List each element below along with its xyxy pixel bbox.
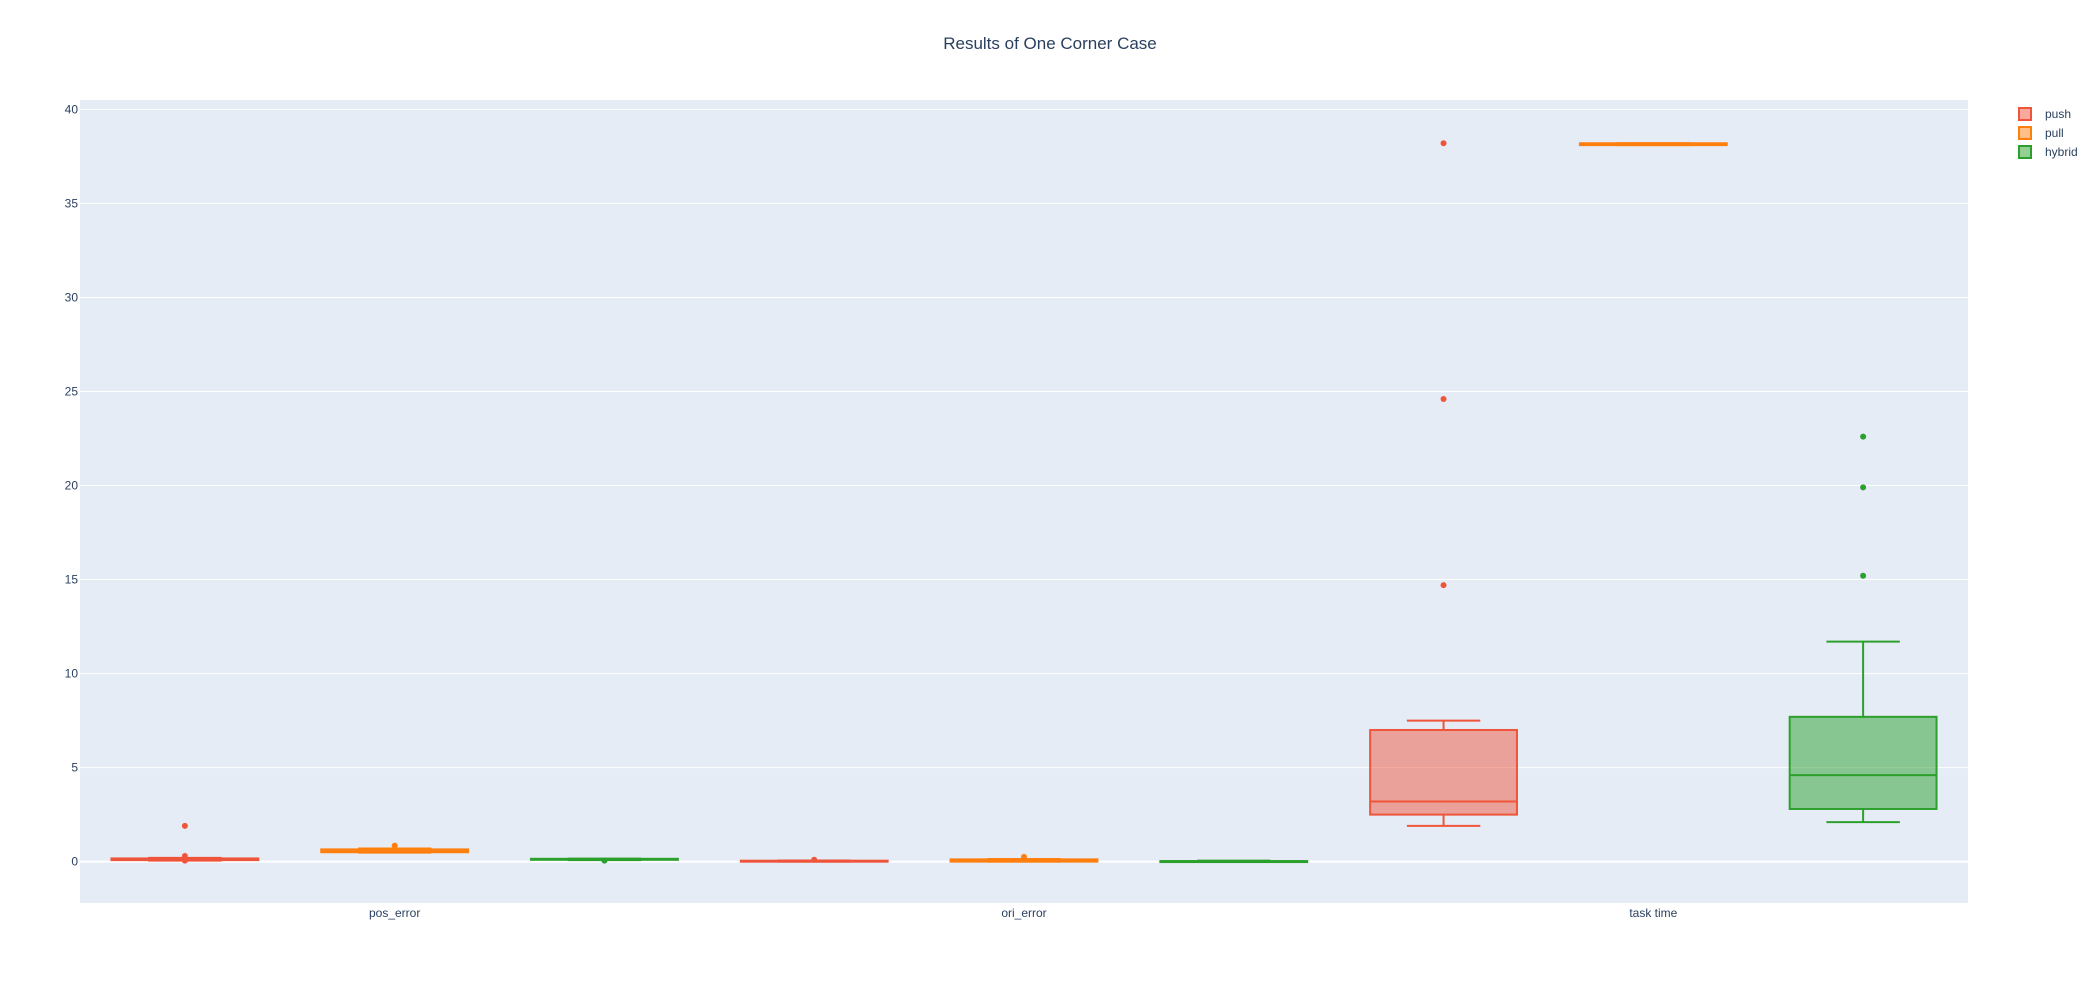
outlier-point[interactable]: [1860, 572, 1867, 579]
legend-label: pull: [2045, 126, 2064, 140]
outlier-point[interactable]: [181, 852, 188, 859]
x-axis-ticks: pos_error ori_error task time: [369, 906, 1678, 920]
outlier-point[interactable]: [1860, 484, 1867, 491]
legend-item-pull[interactable]: pull: [2018, 126, 2064, 140]
y-tick-label: 40: [65, 102, 79, 116]
x-tick-label: pos_error: [369, 906, 420, 920]
x-tick-label: task time: [1629, 906, 1677, 920]
y-tick-label: 0: [71, 855, 78, 869]
box-pull-pos_error: [320, 842, 470, 854]
y-tick-label: 30: [65, 290, 79, 304]
box-push-ori_error: [739, 856, 889, 863]
outlier-point[interactable]: [1860, 433, 1867, 440]
outlier-point[interactable]: [391, 842, 398, 849]
outlier-point[interactable]: [1021, 853, 1027, 860]
legend-swatch: [2018, 145, 2032, 159]
series-push: [110, 140, 1518, 864]
outlier-point[interactable]: [181, 822, 188, 829]
outlier-point[interactable]: [1440, 140, 1447, 147]
box-push-task-time: [1369, 140, 1518, 827]
chart-title: Results of One Corner Case: [943, 34, 1157, 53]
outlier-point[interactable]: [181, 857, 188, 864]
gridlines: [80, 108, 1968, 863]
box-hybrid-pos_error: [530, 857, 679, 864]
outlier-point[interactable]: [601, 857, 608, 864]
outlier-point[interactable]: [811, 856, 818, 863]
box-pull-ori_error: [949, 853, 1099, 863]
legend-item-hybrid[interactable]: hybrid: [2018, 145, 2078, 159]
box-body[interactable]: [1788, 715, 1938, 810]
series-hybrid: [530, 433, 1938, 864]
legend-swatch: [2018, 126, 2032, 140]
legend[interactable]: push pull hybrid: [2018, 107, 2078, 159]
box-series: [110, 140, 1938, 864]
outlier-point[interactable]: [1440, 582, 1447, 589]
legend-swatch: [2018, 107, 2032, 121]
outlier-point[interactable]: [1440, 396, 1447, 403]
box-pull-task-time: [1578, 142, 1728, 147]
box-push-pos_error: [110, 822, 260, 864]
y-tick-label: 15: [65, 573, 79, 587]
y-tick-label: 10: [65, 667, 79, 681]
y-tick-label: 5: [71, 761, 78, 775]
legend-label: push: [2045, 107, 2071, 121]
legend-label: hybrid: [2045, 145, 2078, 159]
legend-item-push[interactable]: push: [2018, 107, 2071, 121]
y-tick-label: 20: [65, 479, 79, 493]
plot-area: [80, 100, 1968, 903]
series-pull: [320, 142, 1728, 863]
y-tick-label: 35: [65, 196, 79, 210]
y-axis-ticks: 0 5 10 15 20 25 30 35 40: [65, 102, 79, 868]
box-hybrid-ori_error: [1159, 859, 1309, 864]
x-tick-label: ori_error: [1001, 906, 1046, 920]
y-tick-label: 25: [65, 384, 79, 398]
box-hybrid-task-time: [1788, 433, 1938, 824]
